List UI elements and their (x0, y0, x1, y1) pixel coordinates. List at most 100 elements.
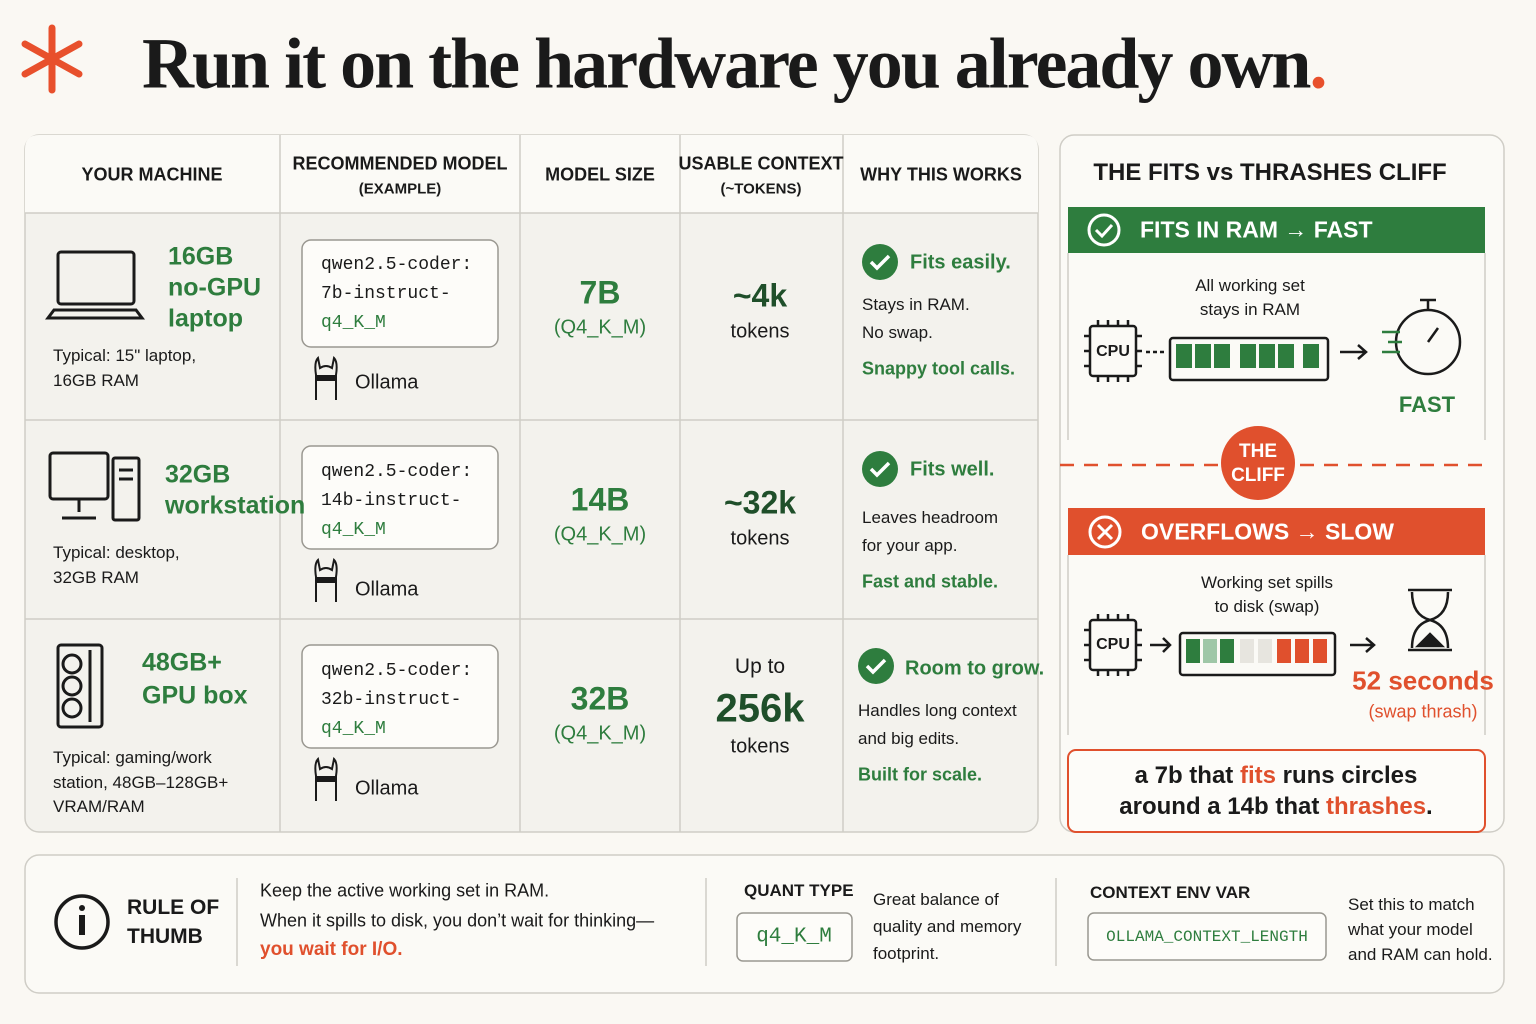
fits-diagram-path (1084, 320, 1142, 382)
cliff-panel-frame-path (1094, 223, 1114, 239)
env-desc: Set this to match (1348, 895, 1475, 914)
overflow-diagram-g (1186, 639, 1327, 663)
model-id: 7b-instruct- (321, 284, 451, 304)
model-id: q4_K_M (321, 719, 386, 739)
overflow-diagram-g-rect (1295, 639, 1309, 663)
footer-frame-rect (79, 915, 85, 935)
cliff-panel-frame-circle (1088, 515, 1122, 549)
why-text: Stays in RAM. (862, 295, 970, 314)
runtime-name: Ollama (355, 371, 419, 394)
fits-diagram-g-rect (1195, 344, 1211, 368)
model-id: q4_K_M (321, 313, 386, 333)
table-frame (24, 134, 1039, 833)
laptop-icon-rect (56, 250, 136, 306)
panel-title: THE FITS vs THRASHES CLIFF (1093, 159, 1447, 186)
model-boxes (301, 239, 499, 749)
check-icons-circle (858, 648, 894, 684)
context-unit: tokens (730, 735, 790, 758)
column-header: WHY THIS WORKS (860, 164, 1022, 185)
rule-text: When it spills to disk, you don’t wait f… (260, 910, 655, 930)
quant-type: (Q4_K_M) (553, 316, 647, 339)
model-size: 7B (579, 274, 621, 311)
overflow-diagram (1084, 588, 1452, 677)
machine-typical: Typical: 15" laptop, (53, 346, 197, 365)
machine-typical: 32GB RAM (53, 567, 139, 587)
overflow-header: OVERFLOWS → SLOW (1141, 518, 1394, 545)
column-header: MODEL SIZE (545, 164, 655, 185)
llama-icons-path (314, 355, 338, 400)
check-icons-circle (862, 244, 898, 280)
context-size: ~32k (723, 484, 797, 521)
quant-desc: Great balance of (873, 890, 999, 909)
model-id: 32b-instruct- (321, 690, 462, 710)
gpu-tower-icon-circle (61, 697, 83, 719)
rule-text: you wait for I/O. (260, 939, 403, 960)
asterisk-icon (21, 24, 83, 94)
why-result: Fast and stable. (862, 571, 999, 592)
cliff-panel-frame-rect (1068, 508, 1485, 555)
quant-code: q4_K_M (756, 925, 832, 949)
runtime-name: Ollama (355, 578, 419, 601)
model-id: qwen2.5-coder: (321, 255, 473, 275)
why-result: Built for scale. (858, 764, 983, 785)
overflow-diagram-g-rect (1186, 639, 1200, 663)
fits-diagram-g (1176, 344, 1319, 368)
cpu-label: CPU (1096, 636, 1130, 653)
title-text: Run it on the hardware you already own (142, 23, 1311, 104)
table-frame-g (25, 135, 1038, 832)
why-text: Handles long context (858, 701, 1017, 720)
machine-name: 16GB (168, 242, 234, 271)
machine-typical: 16GB RAM (53, 370, 139, 390)
env-desc: and RAM can hold. (1348, 945, 1493, 964)
desktop-icon-rect (111, 456, 141, 522)
context-size: ~4k (732, 277, 788, 314)
model-size: 32B (570, 680, 630, 717)
quote-text: around a 14b that (1119, 793, 1326, 820)
machine-name: 32GB (165, 460, 231, 489)
check-icons-circle (862, 451, 898, 487)
overflow-result: 52 seconds (1352, 665, 1494, 696)
laptop-icon-path (45, 308, 145, 320)
cliff-label: THE (1239, 441, 1277, 462)
column-header: YOUR MACHINE (81, 164, 223, 185)
column-subheader: (EXAMPLE) (358, 180, 442, 198)
cliff-panel-frame-rect (1067, 749, 1486, 833)
model-size: 14B (570, 481, 630, 518)
why-title: Fits well. (910, 458, 995, 481)
rule-label: RULE OF (127, 896, 220, 919)
why-result: Snappy tool calls. (862, 358, 1016, 379)
model-boxes-rect (301, 445, 499, 550)
overflow-caption: Working set spills (1201, 573, 1333, 592)
overflow-diagram-path (1350, 637, 1376, 653)
fits-caption: All working set (1195, 276, 1305, 295)
fits-diagram-path (1420, 298, 1440, 343)
llama-icons (314, 355, 338, 801)
machine-name: workstation (165, 491, 306, 520)
machine-typical: Typical: gaming/work (53, 748, 212, 767)
footer-frame-circle (54, 894, 110, 950)
fits-result: FAST (1398, 392, 1456, 417)
quote-text: fits (1239, 762, 1276, 789)
overflow-diagram-g-rect (1277, 639, 1291, 663)
desktop-icon (48, 451, 141, 522)
overflow-diagram-path (1150, 637, 1172, 653)
why-title: Fits easily. (910, 251, 1011, 274)
fits-header: FITS IN RAM → FAST (1140, 216, 1373, 243)
overflow-caption: to disk (swap) (1214, 597, 1320, 616)
laptop-icon (45, 250, 145, 320)
why-text: Leaves headroom (862, 508, 999, 527)
rule-label: THUMB (127, 925, 203, 948)
quant-desc: quality and memory (873, 917, 1022, 936)
overflow-diagram-g-rect (1220, 639, 1234, 663)
llama-icons-path (314, 756, 338, 801)
overflow-diagram-g-rect (1203, 639, 1217, 663)
model-boxes-rect (301, 644, 499, 749)
check-icons-path (869, 461, 891, 478)
why-text: No swap. (862, 323, 933, 342)
env-code: OLLAMA_CONTEXT_LENGTH (1106, 928, 1308, 946)
machine-typical: Typical: desktop, (53, 543, 180, 562)
check-icons-path (865, 658, 887, 675)
fits-diagram-g-rect (1278, 344, 1294, 368)
